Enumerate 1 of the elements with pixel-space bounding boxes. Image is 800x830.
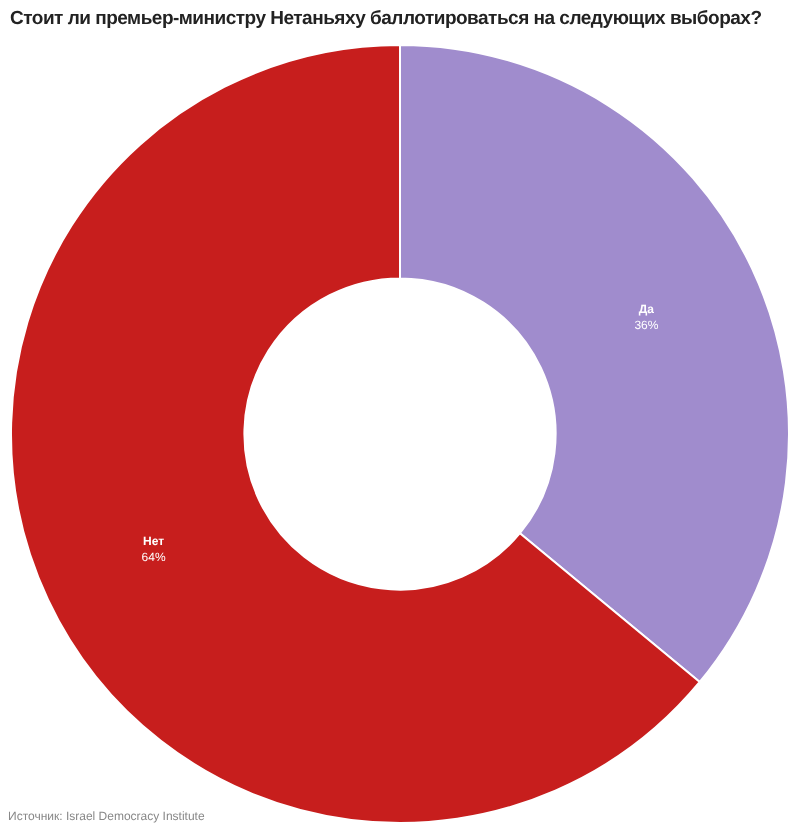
chart-title: Стоит ли премьер-министру Нетаньяху баллотироваться на следующих выборах?: [10, 8, 762, 30]
